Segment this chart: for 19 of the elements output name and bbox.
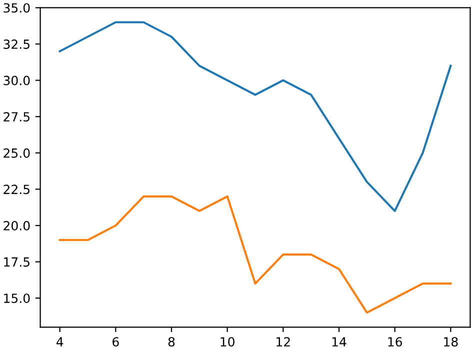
y-tick-label: 27.5 [4, 112, 30, 122]
x-tick-label: 14 [332, 337, 346, 346]
x-tick-label: 18 [444, 337, 458, 347]
y-tick-label: 32.5 [4, 39, 30, 49]
x-tick-label: 16 [388, 337, 402, 347]
line-series [58, 195, 452, 314]
y-tick-label: 17.5 [4, 257, 30, 267]
y-tick-label: 20.0 [4, 220, 30, 230]
y-tick-label: 30.0 [4, 76, 30, 86]
x-tick-label: 10 [220, 337, 234, 347]
x-tick-label: 8 [168, 337, 175, 347]
line-series [58, 21, 452, 212]
y-tick-label: 15.0 [4, 294, 30, 304]
y-tick-label: 35.0 [4, 3, 30, 13]
x-tick-label: 12 [276, 337, 290, 346]
x-tick-label: 6 [112, 337, 119, 347]
x-tick-label: 4 [56, 337, 64, 346]
y-tick-label: 22.5 [4, 184, 30, 194]
y-tick-label: 25.0 [4, 148, 30, 158]
